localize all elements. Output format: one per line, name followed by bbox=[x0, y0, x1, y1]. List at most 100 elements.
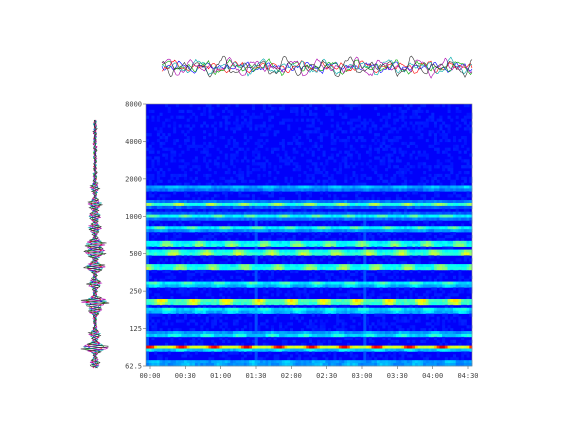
heatmap-cell bbox=[385, 267, 389, 271]
heatmap-cell bbox=[347, 138, 351, 143]
heatmap-cell bbox=[289, 208, 293, 213]
heatmap-cell bbox=[295, 304, 299, 309]
heatmap-cell bbox=[387, 296, 391, 300]
heatmap-cell bbox=[224, 240, 228, 245]
heatmap-cell bbox=[349, 104, 353, 108]
heatmap-cell bbox=[156, 240, 160, 245]
heatmap-cell bbox=[148, 133, 152, 137]
heatmap-cell bbox=[287, 290, 291, 294]
heatmap-cell bbox=[249, 223, 253, 227]
heatmap-cell bbox=[322, 229, 326, 233]
heatmap-cell bbox=[213, 229, 217, 233]
heatmap-cell bbox=[412, 109, 416, 114]
heatmap-cell bbox=[347, 232, 351, 236]
heatmap-cell bbox=[311, 310, 315, 314]
heatmap-cell bbox=[319, 162, 323, 166]
heatmap-cell bbox=[374, 310, 378, 314]
heatmap-cell bbox=[181, 258, 185, 262]
heatmap-cell bbox=[319, 214, 323, 218]
heatmap-cell bbox=[281, 211, 285, 215]
heatmap-cell bbox=[317, 226, 321, 230]
heatmap-cell bbox=[154, 168, 158, 172]
heatmap-cell bbox=[205, 176, 209, 180]
heatmap-cell bbox=[151, 115, 155, 119]
heatmap-cell bbox=[355, 217, 359, 221]
heatmap-cell bbox=[328, 255, 332, 259]
heatmap-cell bbox=[423, 220, 427, 224]
heatmap-cell bbox=[406, 243, 410, 247]
heatmap-cell bbox=[325, 173, 329, 178]
heatmap-cell bbox=[284, 278, 288, 282]
heatmap-cell bbox=[423, 328, 427, 332]
heatmap-cell bbox=[404, 299, 408, 303]
heatmap-cell bbox=[154, 293, 158, 297]
heatmap-cell bbox=[254, 310, 258, 314]
heatmap-cell bbox=[154, 156, 158, 160]
heatmap-cell bbox=[222, 267, 226, 271]
heatmap-cell bbox=[238, 127, 242, 131]
heatmap-cell bbox=[216, 162, 220, 166]
heatmap-cell bbox=[178, 229, 182, 233]
heatmap-cell bbox=[450, 261, 454, 265]
heatmap-cell bbox=[417, 153, 421, 157]
heatmap-cell bbox=[349, 229, 353, 233]
heatmap-cell bbox=[409, 296, 413, 300]
heatmap-cell bbox=[222, 284, 226, 288]
heatmap-cell bbox=[254, 325, 258, 329]
heatmap-cell bbox=[347, 205, 351, 210]
heatmap-cell bbox=[458, 249, 462, 253]
heatmap-cell bbox=[463, 301, 467, 306]
heatmap-cell bbox=[260, 165, 264, 169]
heatmap-cell bbox=[284, 293, 288, 297]
heatmap-cell bbox=[444, 249, 448, 253]
heatmap-cell bbox=[292, 214, 296, 218]
heatmap-cell bbox=[398, 249, 402, 253]
heatmap-cell bbox=[254, 272, 258, 277]
heatmap-cell bbox=[219, 150, 223, 154]
heatmap-cell bbox=[298, 211, 302, 215]
heatmap-cell bbox=[276, 258, 280, 262]
heatmap-cell bbox=[303, 258, 307, 262]
heatmap-cell bbox=[379, 261, 383, 265]
heatmap-cell bbox=[398, 290, 402, 294]
heatmap-cell bbox=[222, 287, 226, 291]
heatmap-cell bbox=[401, 214, 405, 218]
heatmap-cell bbox=[439, 115, 443, 119]
heatmap-cell bbox=[341, 284, 345, 288]
heatmap-cell bbox=[159, 179, 163, 183]
heatmap-cell bbox=[385, 243, 389, 247]
heatmap-cell bbox=[230, 176, 234, 180]
heatmap-cell bbox=[268, 173, 272, 178]
heatmap-cell bbox=[181, 299, 185, 303]
heatmap-cell bbox=[352, 319, 356, 323]
heatmap-cell bbox=[276, 226, 280, 230]
heatmap-cell bbox=[265, 255, 269, 259]
heatmap-cell bbox=[238, 188, 242, 192]
heatmap-cell bbox=[159, 296, 163, 300]
heatmap-cell bbox=[170, 252, 174, 256]
heatmap-cell bbox=[387, 214, 391, 218]
heatmap-cell bbox=[363, 246, 367, 250]
heatmap-cell bbox=[414, 301, 418, 306]
heatmap-cell bbox=[322, 243, 326, 247]
heatmap-cell bbox=[319, 226, 323, 230]
heatmap-cell bbox=[328, 275, 332, 279]
heatmap-cell bbox=[162, 153, 166, 157]
heatmap-cell bbox=[273, 299, 277, 303]
heatmap-cell bbox=[251, 115, 255, 119]
heatmap-cell bbox=[333, 214, 337, 218]
heatmap-cell bbox=[319, 301, 323, 306]
heatmap-cell bbox=[328, 106, 332, 111]
heatmap-cell bbox=[175, 211, 179, 215]
heatmap-cell bbox=[281, 267, 285, 271]
heatmap-cell bbox=[165, 188, 169, 192]
heatmap-cell bbox=[184, 211, 188, 215]
heatmap-cell bbox=[189, 127, 193, 131]
heatmap-cell bbox=[192, 185, 196, 189]
heatmap-cell bbox=[406, 162, 410, 166]
heatmap-cell bbox=[265, 133, 269, 137]
heatmap-cell bbox=[241, 200, 245, 204]
heatmap-cell bbox=[406, 281, 410, 285]
heatmap-cell bbox=[284, 249, 288, 253]
heatmap-cell bbox=[289, 188, 293, 192]
